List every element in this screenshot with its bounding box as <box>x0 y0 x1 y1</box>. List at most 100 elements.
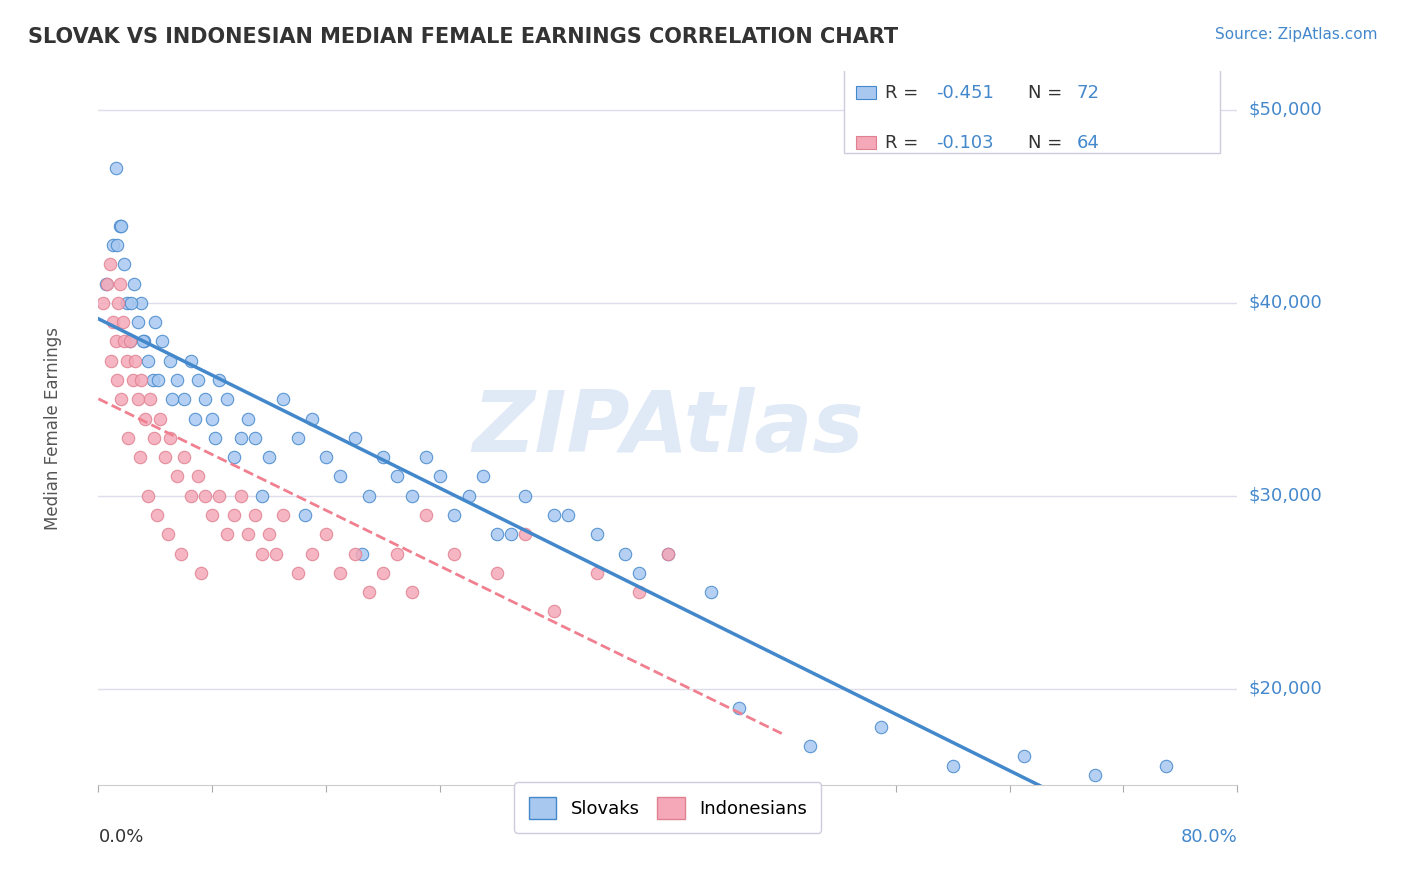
Text: $50,000: $50,000 <box>1249 101 1322 119</box>
Legend: Slovaks, Indonesians: Slovaks, Indonesians <box>515 782 821 833</box>
Point <box>121 373 143 387</box>
Point <box>127 315 149 329</box>
Point <box>118 334 141 349</box>
Point <box>111 315 134 329</box>
Point <box>127 392 149 407</box>
Point <box>194 392 217 407</box>
Point <box>543 508 565 522</box>
Point <box>457 489 479 503</box>
Point <box>110 392 132 407</box>
Point <box>115 295 138 310</box>
Point <box>250 489 273 503</box>
Point <box>236 411 259 425</box>
Text: Median Female Earnings: Median Female Earnings <box>44 326 62 530</box>
Point <box>104 334 127 349</box>
Point <box>208 489 231 503</box>
Point <box>162 392 184 407</box>
Point <box>101 238 124 252</box>
Text: 0.0%: 0.0% <box>98 828 143 846</box>
Point <box>100 353 122 368</box>
Point <box>315 527 337 541</box>
Text: R =: R = <box>886 134 924 152</box>
Point <box>134 411 156 425</box>
Point <box>501 527 523 541</box>
Point <box>107 295 129 310</box>
Point <box>98 257 121 271</box>
Point <box>1084 768 1107 782</box>
Point <box>108 219 131 233</box>
Point <box>287 566 309 580</box>
Point <box>294 508 316 522</box>
Point <box>124 353 146 368</box>
Point <box>236 527 259 541</box>
Point <box>371 566 394 580</box>
Text: $40,000: $40,000 <box>1249 293 1322 312</box>
Point <box>149 411 172 425</box>
Point <box>486 566 509 580</box>
Point <box>942 758 965 772</box>
Point <box>387 547 409 561</box>
Point <box>136 353 159 368</box>
Point <box>229 431 252 445</box>
Point <box>112 257 135 271</box>
Point <box>273 392 295 407</box>
Point <box>429 469 451 483</box>
Point <box>215 392 238 407</box>
Point <box>259 450 281 464</box>
Point <box>329 566 352 580</box>
Point <box>1154 758 1177 772</box>
Point <box>131 334 153 349</box>
Point <box>187 469 209 483</box>
Point <box>799 739 821 754</box>
Point <box>287 431 309 445</box>
Point <box>728 701 751 715</box>
Point <box>187 373 209 387</box>
Point <box>387 469 409 483</box>
Point <box>101 315 124 329</box>
Text: R =: R = <box>886 84 924 102</box>
Point <box>401 489 423 503</box>
Point <box>148 373 170 387</box>
Point <box>543 604 565 618</box>
Text: SLOVAK VS INDONESIAN MEDIAN FEMALE EARNINGS CORRELATION CHART: SLOVAK VS INDONESIAN MEDIAN FEMALE EARNI… <box>28 27 898 46</box>
Point <box>105 238 128 252</box>
Point <box>201 411 224 425</box>
Point <box>120 295 142 310</box>
FancyBboxPatch shape <box>856 87 876 99</box>
Point <box>112 334 135 349</box>
Point <box>201 508 224 522</box>
Point <box>229 489 252 503</box>
Point <box>401 585 423 599</box>
Point <box>486 527 509 541</box>
Point <box>357 489 380 503</box>
Point <box>415 450 437 464</box>
Text: -0.451: -0.451 <box>936 84 994 102</box>
Point <box>215 527 238 541</box>
Point <box>301 411 323 425</box>
Point <box>129 295 152 310</box>
Point <box>157 527 180 541</box>
Point <box>357 585 380 599</box>
Point <box>180 353 202 368</box>
Point <box>222 450 245 464</box>
Text: 64: 64 <box>1077 134 1099 152</box>
Point <box>96 277 118 291</box>
Point <box>443 508 465 522</box>
Point <box>443 547 465 561</box>
Text: 80.0%: 80.0% <box>1181 828 1237 846</box>
Point <box>173 392 195 407</box>
Point <box>259 527 281 541</box>
Point <box>159 431 181 445</box>
Point <box>173 450 195 464</box>
Text: N =: N = <box>1028 84 1067 102</box>
Point <box>159 353 181 368</box>
Point <box>557 508 579 522</box>
Point <box>184 411 207 425</box>
Point <box>166 469 188 483</box>
Point <box>273 508 295 522</box>
Point <box>194 489 217 503</box>
Point <box>118 334 141 349</box>
Point <box>136 489 159 503</box>
Point <box>657 547 679 561</box>
Point <box>141 373 163 387</box>
